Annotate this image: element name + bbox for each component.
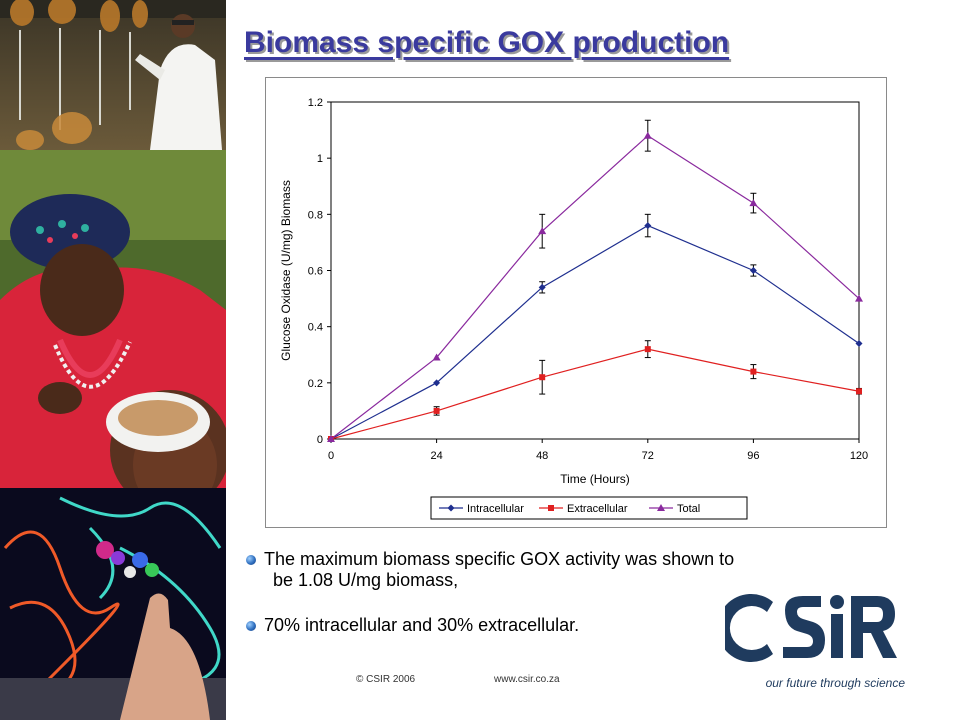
data-point	[432, 353, 441, 361]
data-point	[433, 407, 440, 414]
bullet-text: 70% intracellular and 30% extracellular.	[264, 615, 580, 635]
data-point	[750, 368, 757, 375]
y-axis-label: Glucose Oxidase (U/mg) Biomass	[279, 180, 293, 361]
data-point	[644, 346, 651, 353]
plot-area-border	[330, 101, 860, 440]
data-point	[856, 388, 862, 395]
data-point	[855, 340, 863, 348]
y-tick-label: 0	[317, 434, 323, 446]
x-axis-label: Time (Hours)	[560, 472, 630, 486]
glucose-oxidase-line-chart: 0 0.2 0.4 0.6 0.8 1 1.2 0 24 48 72 96 120 Glucose Ox…	[279, 97, 868, 520]
data-point	[643, 131, 652, 139]
logo-tagline: our future through science	[765, 676, 905, 690]
y-tick-label: 0.2	[308, 378, 323, 390]
footer-url: www.csir.co.za	[494, 674, 560, 685]
y-tick-label: 0.4	[308, 322, 323, 334]
y-tick-label: 1	[317, 153, 323, 165]
series-extracellular	[328, 340, 862, 442]
bullet-point-max-activity: The maximum biomass specific GOX activit…	[246, 550, 896, 590]
data-point	[749, 199, 758, 207]
slide-title: Biomass specific GOX production	[244, 26, 730, 59]
data-point	[855, 294, 863, 302]
bullet-icon	[246, 621, 256, 631]
data-point	[644, 222, 652, 230]
footer-copyright: © CSIR 2006	[356, 674, 416, 685]
csir-wordmark-logo	[717, 594, 897, 662]
series-line	[330, 224, 860, 440]
y-tick-label: 0.6	[308, 266, 323, 278]
legend-label: Total	[677, 503, 700, 515]
y-tick-label: 0.8	[308, 209, 323, 221]
legend-label: Intracellular	[467, 503, 524, 515]
series-line	[330, 134, 860, 440]
x-tick-label: 0	[328, 450, 334, 462]
bullet-point-split: 70% intracellular and 30% extracellular.	[246, 616, 896, 638]
data-point	[539, 374, 546, 381]
bullet-text-line-2: be 1.08 U/mg biomass,	[273, 570, 459, 590]
series-total	[327, 119, 863, 442]
x-tick-label: 48	[536, 450, 548, 462]
y-tick-label: 1.2	[308, 97, 323, 109]
line-chart-frame: 0 0.2 0.4 0.6 0.8 1 1.2 0 24 48 72 96 120 Glucose Ox…	[265, 77, 887, 528]
data-point	[749, 267, 757, 274]
bullet-text-line-1: The maximum biomass specific GOX activit…	[264, 549, 735, 569]
x-tick-label: 96	[747, 450, 759, 462]
legend-marker	[447, 504, 455, 512]
legend-marker	[657, 504, 665, 511]
x-tick-label: 24	[430, 450, 442, 462]
chart-legend: Intracellular Extracellular Total	[430, 496, 748, 520]
legend-box	[430, 496, 748, 520]
data-point	[538, 227, 547, 235]
data-point	[538, 283, 546, 291]
csir-logo: our future through science	[717, 580, 905, 700]
series-line	[330, 348, 860, 440]
data-point	[433, 379, 441, 387]
mother-child-feeding-photo	[0, 150, 226, 488]
data-point	[327, 435, 335, 442]
bullet-icon	[246, 555, 256, 565]
legend-marker	[548, 505, 554, 511]
molecular-model-photo	[0, 488, 226, 720]
x-tick-label: 72	[642, 450, 654, 462]
legend-label: Extracellular	[567, 503, 628, 515]
x-tick-label: 120	[850, 450, 868, 462]
laboratory-photo	[0, 0, 226, 150]
